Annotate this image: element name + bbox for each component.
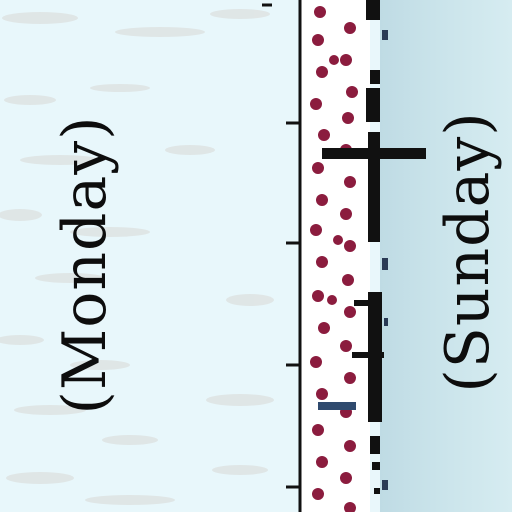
cross-marker — [322, 148, 426, 159]
monday-side-zone — [0, 0, 300, 512]
mottled-texture — [0, 9, 274, 505]
graticule-ticks — [262, 3, 300, 489]
sunday-label: (Sunday) — [433, 111, 503, 393]
date-line-dashes — [366, 0, 382, 494]
band-marker — [318, 402, 356, 410]
monday-label: (Monday) — [50, 115, 120, 415]
dotted-band — [300, 0, 370, 512]
dash-side-marks — [382, 30, 388, 490]
dash-crossbar — [352, 352, 384, 358]
dot-pattern — [310, 6, 358, 512]
dash-crossbar — [354, 300, 382, 306]
sunday-side-zone — [380, 0, 512, 512]
